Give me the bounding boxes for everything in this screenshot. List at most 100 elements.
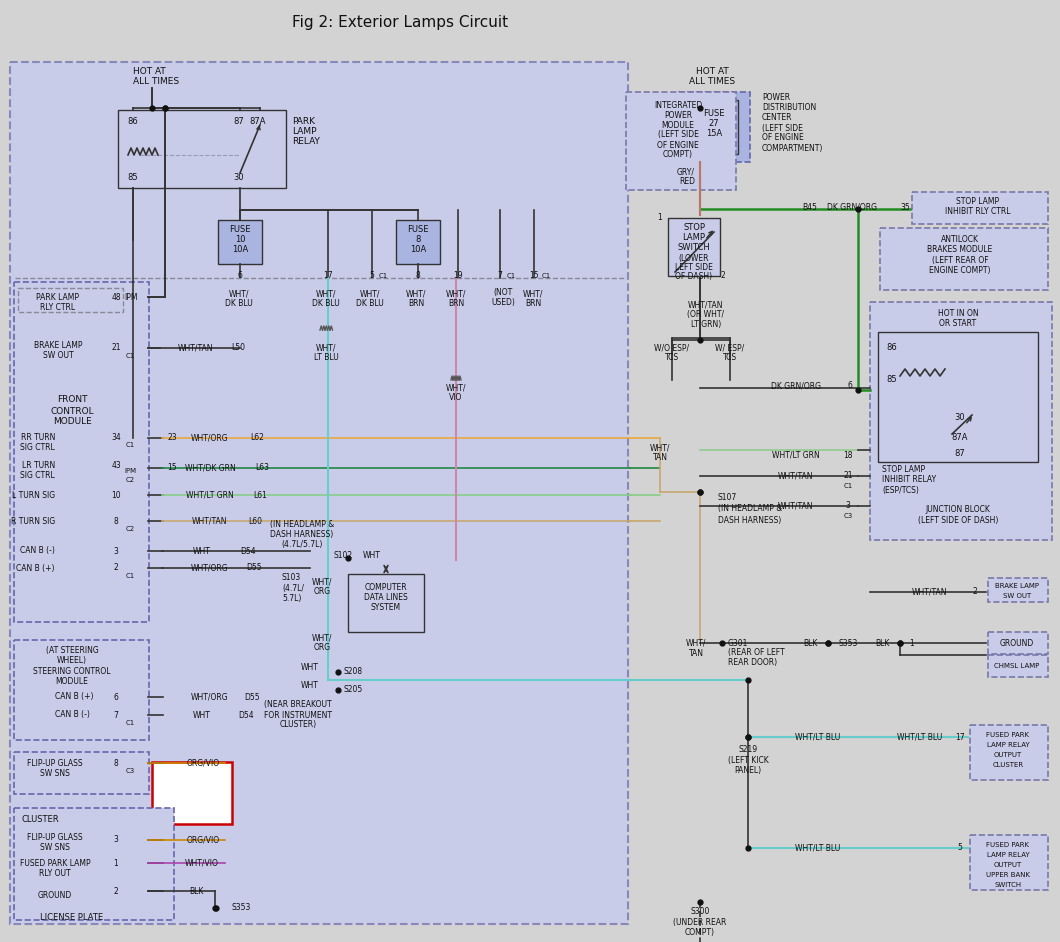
Text: 8: 8 [416,271,421,281]
Text: 87: 87 [233,118,245,126]
Text: BLK: BLK [802,639,817,647]
Bar [396,220,440,264]
Text: (IN HEADLAMP &: (IN HEADLAMP & [270,521,334,529]
Text: DK GRN/ORG: DK GRN/ORG [827,203,877,212]
Text: REAR DOOR): REAR DOOR) [728,658,777,668]
Text: LAMP RELAY: LAMP RELAY [987,852,1029,858]
Bar [912,192,1048,224]
Text: LT GRN): LT GRN) [691,320,721,330]
Text: WHT/VIO: WHT/VIO [186,858,219,868]
Text: WHT: WHT [193,546,211,556]
Text: L62: L62 [250,433,264,443]
Bar [988,578,1048,602]
Text: DASH HARNESS): DASH HARNESS) [718,515,781,525]
Text: POWER: POWER [664,110,692,120]
Text: TAN: TAN [653,453,668,463]
Text: 86: 86 [886,343,897,351]
Bar [626,92,736,190]
Text: CENTER: CENTER [762,113,793,122]
Text: 34: 34 [111,433,121,443]
Text: 86: 86 [127,118,139,126]
Text: 5: 5 [370,271,374,281]
Text: BRAKES MODULE: BRAKES MODULE [928,246,992,254]
Text: SW OUT: SW OUT [42,350,73,360]
Text: C1: C1 [844,483,852,489]
Text: FUSED PARK LAMP: FUSED PARK LAMP [20,858,90,868]
Text: 30: 30 [233,173,244,183]
Text: WHT/: WHT/ [316,344,336,352]
Text: LR TURN: LR TURN [22,462,55,470]
Text: 2: 2 [113,563,119,573]
Text: ENGINE COMPT): ENGINE COMPT) [930,266,991,274]
Text: (NEAR BREAKOUT: (NEAR BREAKOUT [264,701,332,709]
Text: (LEFT SIDE: (LEFT SIDE [762,123,802,133]
Text: 6: 6 [848,382,852,391]
Text: WHT/ORG: WHT/ORG [191,563,229,573]
Text: WHT/: WHT/ [229,289,249,299]
Text: 2: 2 [721,271,725,281]
Text: (ESP/TCS): (ESP/TCS) [882,485,919,495]
Text: INTEGRATED: INTEGRATED [654,101,702,109]
Text: SWITCH: SWITCH [994,882,1022,888]
Text: C2: C2 [125,477,135,483]
Text: TCS: TCS [665,353,679,363]
Text: SW OUT: SW OUT [1003,593,1031,599]
Text: C1: C1 [542,273,550,279]
Text: STOP LAMP: STOP LAMP [882,465,925,475]
Text: D54: D54 [241,546,255,556]
Text: WHT/: WHT/ [316,289,336,299]
Text: BRN: BRN [525,300,541,308]
Text: (NOT: (NOT [493,287,513,297]
Text: WHT/LT GRN: WHT/LT GRN [187,491,234,499]
Text: WHT/: WHT/ [650,444,670,452]
Text: S300: S300 [690,907,710,917]
Text: 48: 48 [111,293,121,301]
Text: DISTRIBUTION: DISTRIBUTION [762,104,816,112]
Bar [678,92,750,162]
Text: PANEL): PANEL) [735,766,761,774]
Text: 2: 2 [973,588,977,596]
Text: INHIBIT RELAY: INHIBIT RELAY [882,476,936,484]
Text: PARK LAMP: PARK LAMP [36,294,80,302]
Text: S208: S208 [344,668,364,676]
Text: D55: D55 [244,692,260,702]
Text: (IN HEADLAMP &: (IN HEADLAMP & [718,505,782,513]
Text: WHT/: WHT/ [312,634,332,642]
Text: (LEFT SIDE: (LEFT SIDE [657,131,699,139]
Text: WHT/LT BLU: WHT/LT BLU [898,733,942,741]
Text: 27: 27 [709,119,720,127]
Bar [18,288,123,312]
Text: LAMP: LAMP [292,127,317,137]
Text: WHT/TAN: WHT/TAN [913,588,948,596]
Text: W/ ESP/: W/ ESP/ [716,344,744,352]
Text: 43: 43 [111,462,121,470]
Text: 15: 15 [167,463,177,473]
Text: SYSTEM: SYSTEM [371,604,401,612]
Text: WHT/DK GRN: WHT/DK GRN [184,463,235,473]
Text: COMPT): COMPT) [685,928,716,936]
Bar [348,574,424,632]
Text: G301: G301 [728,639,748,647]
Text: C1: C1 [507,273,515,279]
Text: DK BLU: DK BLU [225,300,253,308]
Text: S107: S107 [718,494,738,502]
Text: CLUSTER): CLUSTER) [280,721,317,729]
Text: 10: 10 [111,491,121,499]
Text: FUSED PARK: FUSED PARK [987,732,1029,738]
Text: 21: 21 [844,472,852,480]
Text: RLY CTRL: RLY CTRL [40,303,75,313]
Text: RLY OUT: RLY OUT [39,869,71,878]
Text: C1: C1 [125,720,135,726]
Text: STEERING CONTROL: STEERING CONTROL [33,667,110,675]
Text: INHIBIT RLY CTRL: INHIBIT RLY CTRL [946,206,1011,216]
Text: CLUSTER: CLUSTER [22,816,59,824]
Text: CAN B (-): CAN B (-) [55,710,90,720]
Text: COMPUTER: COMPUTER [365,583,407,593]
Text: 87A: 87A [250,118,266,126]
Text: (4.7L/5.7L): (4.7L/5.7L) [281,541,322,549]
Text: LAMP: LAMP [683,234,706,242]
Text: (OR WHT/: (OR WHT/ [688,311,725,319]
Text: ANTILOCK: ANTILOCK [941,236,979,245]
Text: OF ENGINE: OF ENGINE [657,140,699,150]
Text: 8: 8 [113,758,119,768]
